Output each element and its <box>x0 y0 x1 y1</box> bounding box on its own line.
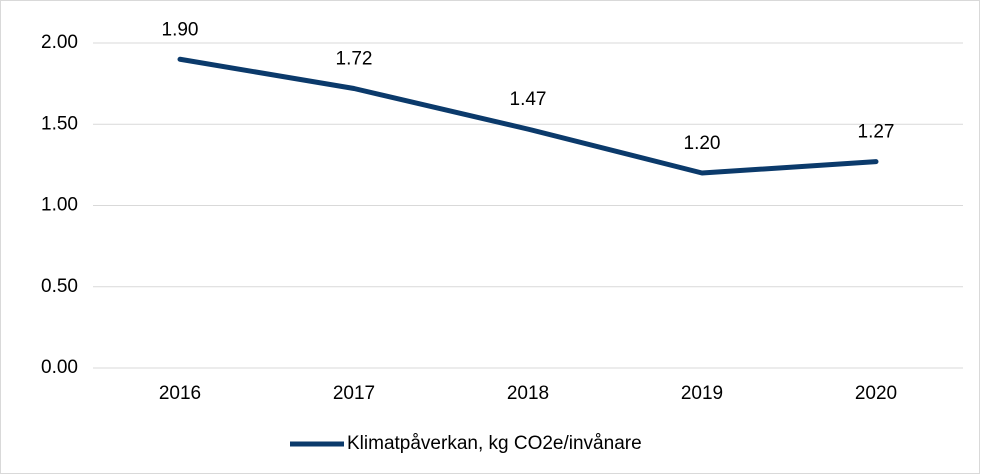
y-tick-label: 1.50 <box>41 113 78 134</box>
x-tick-label: 2019 <box>681 383 723 404</box>
legend-label: Klimatpåverkan, kg CO2e/invånare <box>347 433 642 454</box>
y-tick-label: 0.50 <box>41 276 78 297</box>
data-label: 1.72 <box>336 49 373 70</box>
y-tick-label: 0.00 <box>41 357 78 378</box>
x-tick-label: 2016 <box>159 383 201 404</box>
x-tick-label: 2020 <box>855 383 897 404</box>
x-tick-label: 2018 <box>507 383 549 404</box>
data-label: 1.47 <box>510 89 547 110</box>
data-label: 1.90 <box>162 19 199 40</box>
y-tick-label: 1.00 <box>41 195 78 216</box>
data-label: 1.27 <box>858 122 895 143</box>
x-tick-label: 2017 <box>333 383 375 404</box>
data-label: 1.20 <box>684 133 721 154</box>
data-line <box>177 56 879 176</box>
y-tick-label: 2.00 <box>41 32 78 53</box>
